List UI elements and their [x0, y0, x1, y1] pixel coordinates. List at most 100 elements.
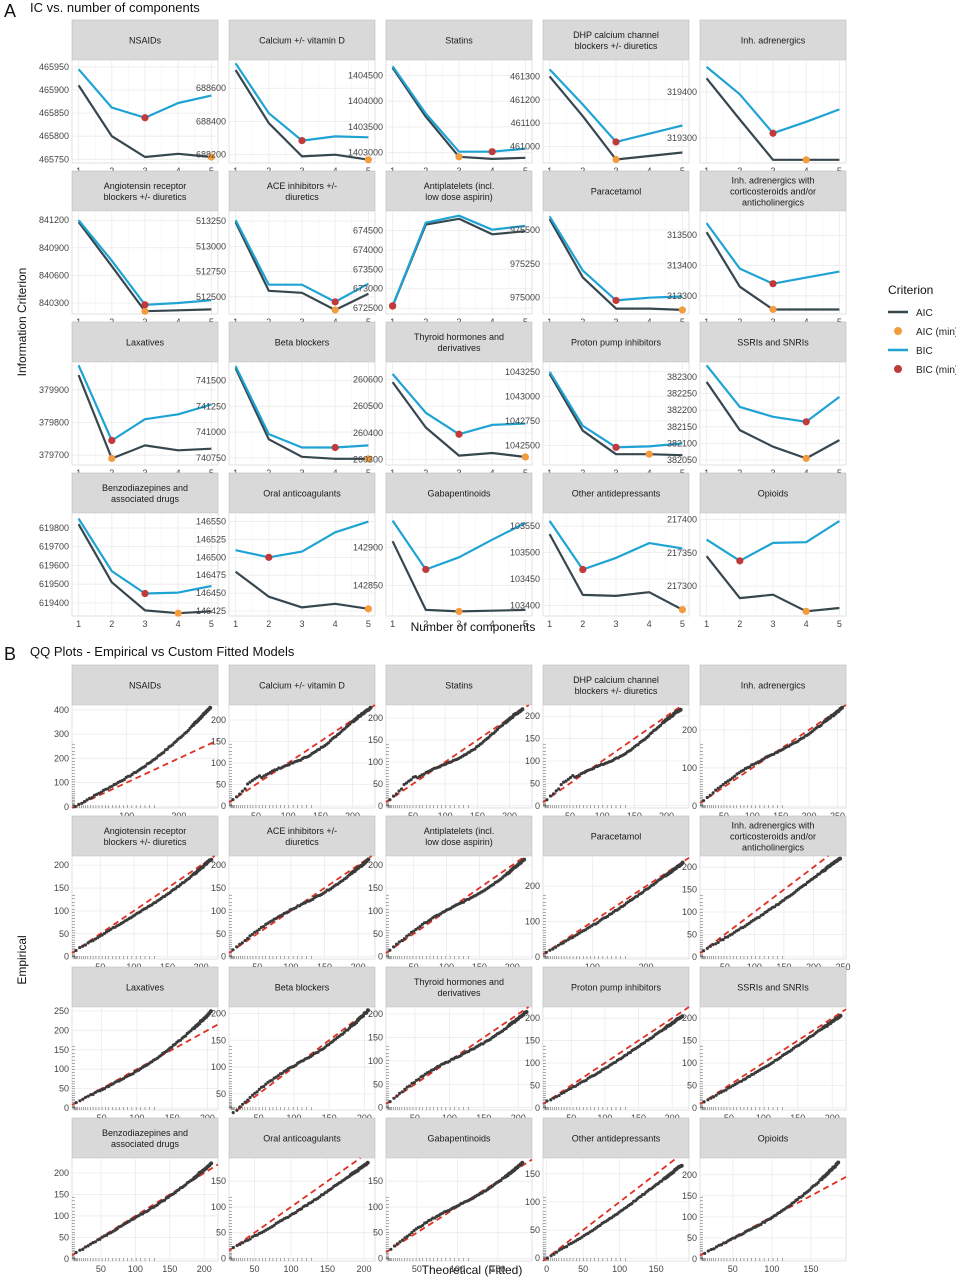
qq-point [520, 707, 525, 712]
y-tick-label: 465900 [39, 85, 69, 95]
qq-point [235, 1108, 239, 1112]
reference-line [699, 855, 829, 954]
y-tick-label: 379700 [39, 450, 69, 460]
qq-point [238, 942, 242, 946]
facet-strip [71, 664, 219, 706]
bic-min-point [488, 148, 496, 156]
qq-point [562, 1090, 566, 1095]
qq-point [448, 1059, 452, 1063]
qq-point [549, 1098, 553, 1102]
facet-strip [542, 321, 690, 363]
y-tick-label: 300 [54, 729, 69, 739]
facet-strip [385, 966, 533, 1008]
qq-point [410, 1230, 414, 1235]
y-tick-label: 841200 [39, 215, 69, 225]
rug-marks [229, 743, 312, 808]
y-tick-label: 100 [525, 917, 540, 927]
aic-min-point [612, 155, 620, 164]
y-tick-label: 313400 [667, 261, 697, 271]
y-tick-label: 260300 [353, 455, 383, 465]
qq-point [473, 747, 477, 751]
x-tick-label: 5 [837, 619, 842, 629]
facet-strip-label: Gabapentinoids [427, 1134, 491, 1144]
y-tick-label: 200 [682, 1170, 697, 1180]
panel-b-xlabel: Theoretical (Fitted) [422, 1263, 523, 1277]
facet-strip-label: DHP calcium channel [573, 30, 659, 40]
facet-a-statins: Statins123451403000140350014040001404500 [348, 19, 533, 176]
qq-point [257, 774, 262, 778]
qq-point [520, 1160, 525, 1165]
qq-point [565, 1245, 569, 1249]
facet-strip [385, 815, 533, 857]
qq-point [405, 1085, 409, 1089]
y-tick-label: 150 [368, 883, 383, 893]
x-tick-label: 3 [299, 619, 304, 629]
qq-point [235, 945, 239, 949]
x-tick-label: 5 [523, 619, 528, 629]
facet-strip-label: Statins [445, 681, 473, 691]
qq-point [122, 778, 126, 782]
rug-marks [72, 1045, 155, 1110]
y-tick-label: 142850 [353, 580, 383, 590]
y-tick-label: 1403000 [348, 148, 383, 158]
bic-min-point [108, 436, 116, 445]
facet-a-nsaids: NSAIDs1234546575046580046585046590046595… [39, 19, 219, 176]
aic-line [705, 381, 840, 460]
qq-point [554, 789, 558, 793]
qq-point [559, 783, 563, 787]
y-tick-label: 0 [64, 802, 69, 812]
facet-strip-label: Inh. adrenergics [741, 681, 806, 691]
facet-strip [542, 472, 690, 514]
qq-point [255, 929, 259, 933]
facet-b-paracetamol: Paracetamol1002000100200 [525, 815, 690, 972]
y-tick-label: 0 [221, 952, 226, 962]
facet-strip [385, 1117, 533, 1159]
aic-min-point [802, 156, 810, 164]
y-tick-label: 1403500 [348, 122, 383, 132]
y-tick-label: 217300 [667, 581, 697, 591]
y-tick-label: 200 [525, 881, 540, 891]
qq-point [701, 799, 706, 803]
facet-strip-label: Angiotensin receptor [104, 826, 187, 836]
y-tick-label: 512500 [196, 292, 226, 302]
facet-strip-label: Statins [445, 36, 473, 46]
aic-min-point [455, 607, 463, 616]
y-tick-label: 50 [59, 1232, 69, 1242]
qq-point [403, 1236, 407, 1240]
qq-point [708, 944, 712, 949]
qq-point [564, 939, 568, 943]
qq-point [260, 776, 264, 780]
x-tick-label: 150 [649, 1264, 664, 1274]
bic-min-point [422, 565, 430, 574]
qq-point [365, 1008, 370, 1013]
qq-point [209, 1161, 214, 1166]
facet-b-gabapentinoids: Gabapentinoids 50 100 150 0 50 100 150 [368, 1117, 533, 1274]
aic-min-point [802, 454, 810, 462]
y-tick-label: 100 [368, 1056, 383, 1066]
y-tick-label: 0 [64, 952, 69, 962]
qq-point [231, 1111, 235, 1115]
bic-line [391, 519, 526, 571]
qq-point [548, 794, 553, 798]
y-tick-label: 200 [211, 715, 226, 725]
qq-point [714, 788, 718, 792]
aic-line [77, 84, 212, 159]
y-tick-label: 379800 [39, 417, 69, 427]
facet-strip-label: SSRIs and SNRIs [737, 338, 809, 348]
qq-point [235, 1243, 239, 1248]
facet-strip [542, 664, 690, 706]
qq-point [409, 778, 413, 782]
qq-point [838, 1013, 843, 1018]
criterion-legend: Criterion AIC AIC (min) BIC BIC (min) [888, 283, 956, 376]
qq-point [246, 1238, 250, 1242]
y-tick-label: 146550 [196, 517, 226, 527]
qq-point [545, 1099, 549, 1103]
y-tick-label: 100 [368, 1202, 383, 1212]
qq-point [84, 1095, 88, 1099]
qq-point [400, 787, 404, 791]
y-tick-label: 513000 [196, 241, 226, 251]
reference-line [542, 1157, 678, 1262]
qq-point [208, 1009, 213, 1014]
qq-point [562, 780, 566, 784]
